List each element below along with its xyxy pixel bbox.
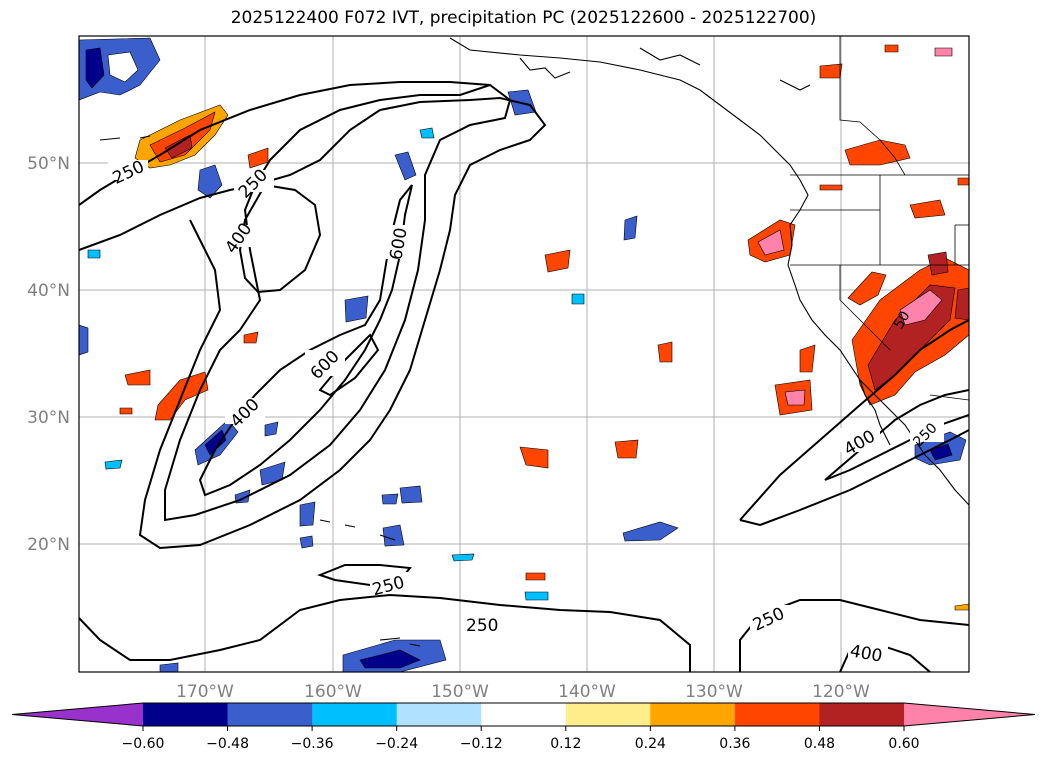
- lon-label: 160°W: [304, 682, 362, 702]
- borders: [790, 36, 969, 401]
- colorbar-segment: [143, 703, 229, 726]
- contour-400-east2: [824, 414, 969, 481]
- colorbar-tick-label: 0.12: [550, 736, 581, 752]
- lon-label: 120°W: [812, 682, 870, 702]
- contour-250-east2: [739, 429, 969, 527]
- colorbar-tick-label: 0.60: [888, 736, 919, 752]
- contour-label: 250: [466, 616, 498, 636]
- contour-400-outer: [164, 83, 512, 522]
- contour-250-main: [79, 96, 547, 550]
- lon-label: 150°W: [431, 682, 489, 702]
- latitude-labels: 50°N 40°N 30°N 20°N: [27, 154, 70, 555]
- colorbar: [11, 702, 1036, 727]
- lat-label: 50°N: [27, 154, 70, 174]
- contour-250-east: [739, 319, 969, 521]
- colorbar-tick-label: 0.36: [719, 736, 750, 752]
- lon-label: 130°W: [685, 682, 743, 702]
- lat-label: 30°N: [27, 408, 70, 428]
- colorbar-tick-label: −0.12: [460, 736, 503, 752]
- colorbar-segment: [565, 703, 651, 726]
- lat-label: 20°N: [27, 535, 70, 555]
- contour-250-south: [79, 593, 691, 672]
- colorbar-segment: [734, 703, 820, 726]
- colorbar-segment: [227, 703, 313, 726]
- colorbar-extend-low: [12, 703, 143, 726]
- map-title: 2025122400 F072 IVT, precipitation PC (2…: [230, 8, 817, 28]
- colorbar-extend-high: [904, 703, 1035, 726]
- colorbar-ticks: −0.60 −0.48 −0.36 −0.24 −0.12 0.12 0.24 0.36 0.4…: [122, 726, 920, 752]
- contour-400-east: [824, 389, 969, 481]
- contour-label: 50: [891, 308, 914, 331]
- contour-600-inner: [318, 333, 380, 397]
- colorbar-tick-label: 0.24: [635, 736, 666, 752]
- colorbar-tick-label: −0.36: [291, 736, 334, 752]
- colorbar-segment: [481, 703, 567, 726]
- colorbar-segment: [819, 703, 905, 726]
- colorbar-tick-label: 0.48: [804, 736, 835, 752]
- colorbar-tick-label: −0.60: [122, 736, 165, 752]
- lon-label: 170°W: [176, 682, 234, 702]
- lat-label: 40°N: [27, 281, 70, 301]
- contour-250-se: [739, 599, 969, 672]
- contour-600: [198, 184, 413, 497]
- colorbar-segment: [312, 703, 398, 726]
- map-frame: [78, 35, 970, 673]
- colorbar-tick-label: −0.24: [375, 736, 418, 752]
- colorbar-tick-label: −0.48: [206, 736, 249, 752]
- positive-precip-areas: [119, 44, 969, 611]
- longitude-labels: 170°W 160°W 150°W 140°W 130°W 120°W: [176, 682, 870, 702]
- colorbar-segment: [650, 703, 736, 726]
- colorbar-segment: [396, 703, 482, 726]
- lon-label: 140°W: [558, 682, 616, 702]
